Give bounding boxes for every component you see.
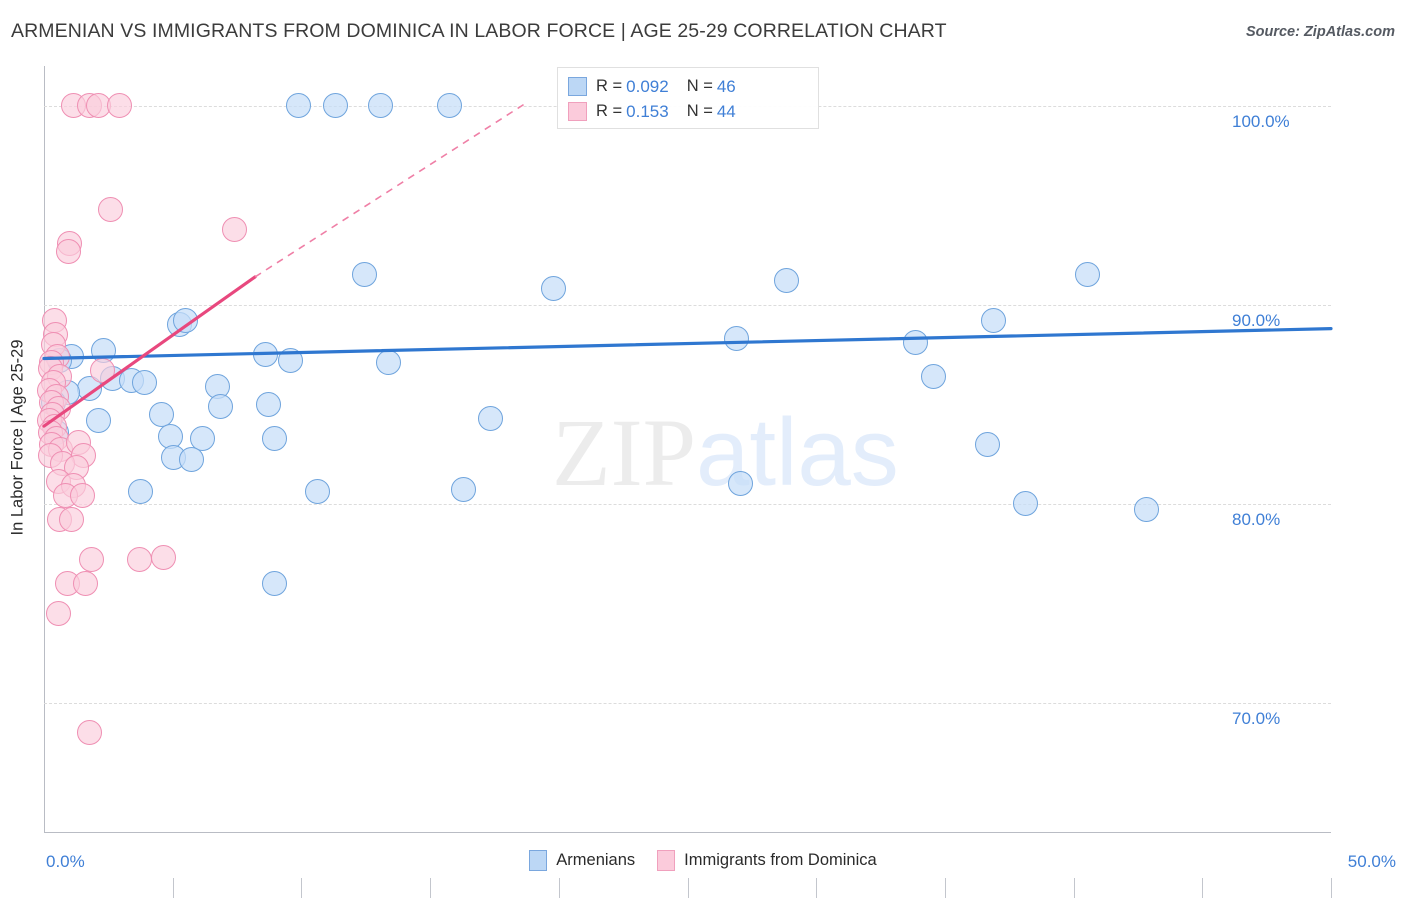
swatch-armenians-icon [568, 77, 587, 96]
x-axis-min-label: 0.0% [46, 852, 85, 871]
scatter-point[interactable] [1075, 262, 1101, 288]
x-axis-tick [1202, 878, 1204, 898]
scatter-point[interactable] [97, 196, 123, 222]
scatter-point[interactable] [172, 308, 198, 334]
scatter-point[interactable] [773, 268, 799, 294]
scatter-point[interactable] [56, 238, 82, 264]
scatter-point[interactable] [73, 570, 99, 596]
scatter-point[interactable] [256, 391, 282, 417]
scatter-point[interactable] [262, 570, 288, 596]
scatter-point[interactable] [127, 479, 153, 505]
scatter-point[interactable] [902, 330, 928, 356]
r-value-immigrants-dominica: 0.153 [626, 101, 669, 121]
page-title: ARMENIAN VS IMMIGRANTS FROM DOMINICA IN … [11, 20, 947, 42]
x-axis-tick [558, 878, 560, 898]
scatter-point[interactable] [178, 447, 204, 473]
x-axis-tick [816, 878, 818, 898]
scatter-point[interactable] [253, 341, 279, 367]
plot-area: 100.0% 90.0% 80.0% 70.0% [36, 66, 1332, 898]
scatter-point[interactable] [148, 401, 174, 427]
scatter-point[interactable] [322, 93, 348, 119]
scatter-point[interactable] [277, 347, 303, 373]
gridline-y [44, 702, 1331, 704]
scatter-point[interactable] [368, 93, 394, 119]
y-axis-tick-label: 80.0% [1232, 509, 1281, 529]
scatter-point[interactable] [69, 483, 95, 509]
correlation-stats-legend: R = 0.092 N = 46 R = 0.153 N = 44 [557, 67, 819, 129]
y-axis-tick-label: 100.0% [1232, 111, 1290, 131]
n-value-armenians: 46 [716, 76, 736, 96]
scatter-point[interactable] [107, 93, 133, 119]
stats-row-armenians: R = 0.092 N = 46 [568, 74, 808, 99]
scatter-point[interactable] [1134, 497, 1160, 523]
scatter-point[interactable] [920, 363, 946, 389]
scatter-point[interactable] [262, 425, 288, 451]
legend-swatch-immigrants-dominica-icon [657, 850, 676, 871]
scatter-point[interactable] [85, 407, 111, 433]
scatter-point[interactable] [221, 216, 247, 242]
y-axis-title: In Labor Force | Age 25-29 [8, 339, 27, 536]
scatter-point[interactable] [727, 471, 753, 497]
scatter-point[interactable] [478, 405, 504, 431]
r-value-armenians: 0.092 [626, 76, 669, 96]
scatter-point[interactable] [77, 720, 103, 746]
x-axis-tick [1331, 878, 1332, 898]
scatter-point[interactable] [541, 276, 567, 302]
r-label-armenians: R = [596, 77, 623, 95]
scatter-point[interactable] [151, 544, 177, 570]
series-legend: Armenians Immigrants from Dominica [0, 850, 1406, 871]
x-axis-tick [430, 878, 432, 898]
gridline-y [44, 304, 1331, 306]
n-label-immigrants-dominica: N = [686, 102, 713, 120]
r-label-immigrants-dominica: R = [596, 102, 623, 120]
legend-item-immigrants-dominica[interactable]: Immigrants from Dominica [657, 850, 877, 871]
legend-item-armenians[interactable]: Armenians [529, 850, 635, 871]
scatter-point[interactable] [1013, 491, 1039, 517]
scatter-point[interactable] [126, 546, 152, 572]
x-axis-tick [687, 878, 689, 898]
scatter-point[interactable] [352, 262, 378, 288]
x-axis-max-label: 50.0% [1347, 852, 1396, 871]
scatter-point[interactable] [207, 393, 233, 419]
scatter-point[interactable] [981, 308, 1007, 334]
swatch-immigrants-dominica-icon [568, 102, 587, 121]
gridline-y [44, 503, 1331, 505]
scatter-point[interactable] [285, 93, 311, 119]
scatter-point[interactable] [79, 546, 105, 572]
x-axis-tick [172, 878, 174, 898]
scatter-point[interactable] [974, 431, 1000, 457]
scatter-point[interactable] [90, 357, 116, 383]
scatter-point[interactable] [45, 600, 71, 626]
scatter-point[interactable] [437, 93, 463, 119]
scatter-point[interactable] [304, 479, 330, 505]
scatter-point[interactable] [132, 369, 158, 395]
stats-row-immigrants-dominica: R = 0.153 N = 44 [568, 99, 808, 124]
scatter-point[interactable] [451, 477, 477, 503]
x-axis-line [44, 832, 1331, 833]
y-axis-tick-label: 70.0% [1232, 708, 1281, 728]
scatter-point[interactable] [376, 349, 402, 375]
x-axis-tick [301, 878, 303, 898]
legend-swatch-armenians-icon [529, 850, 548, 871]
x-axis-tick [1073, 878, 1075, 898]
x-axis-tick [944, 878, 946, 898]
n-label-armenians: N = [686, 77, 713, 95]
scatter-point[interactable] [724, 326, 750, 352]
source-attribution: Source: ZipAtlas.com [1245, 24, 1395, 40]
scatter-point[interactable] [58, 507, 84, 533]
legend-label-immigrants-dominica: Immigrants from Dominica [684, 851, 877, 869]
y-axis-tick-label: 90.0% [1232, 310, 1281, 330]
n-value-immigrants-dominica: 44 [716, 101, 736, 121]
legend-label-armenians: Armenians [556, 851, 636, 869]
